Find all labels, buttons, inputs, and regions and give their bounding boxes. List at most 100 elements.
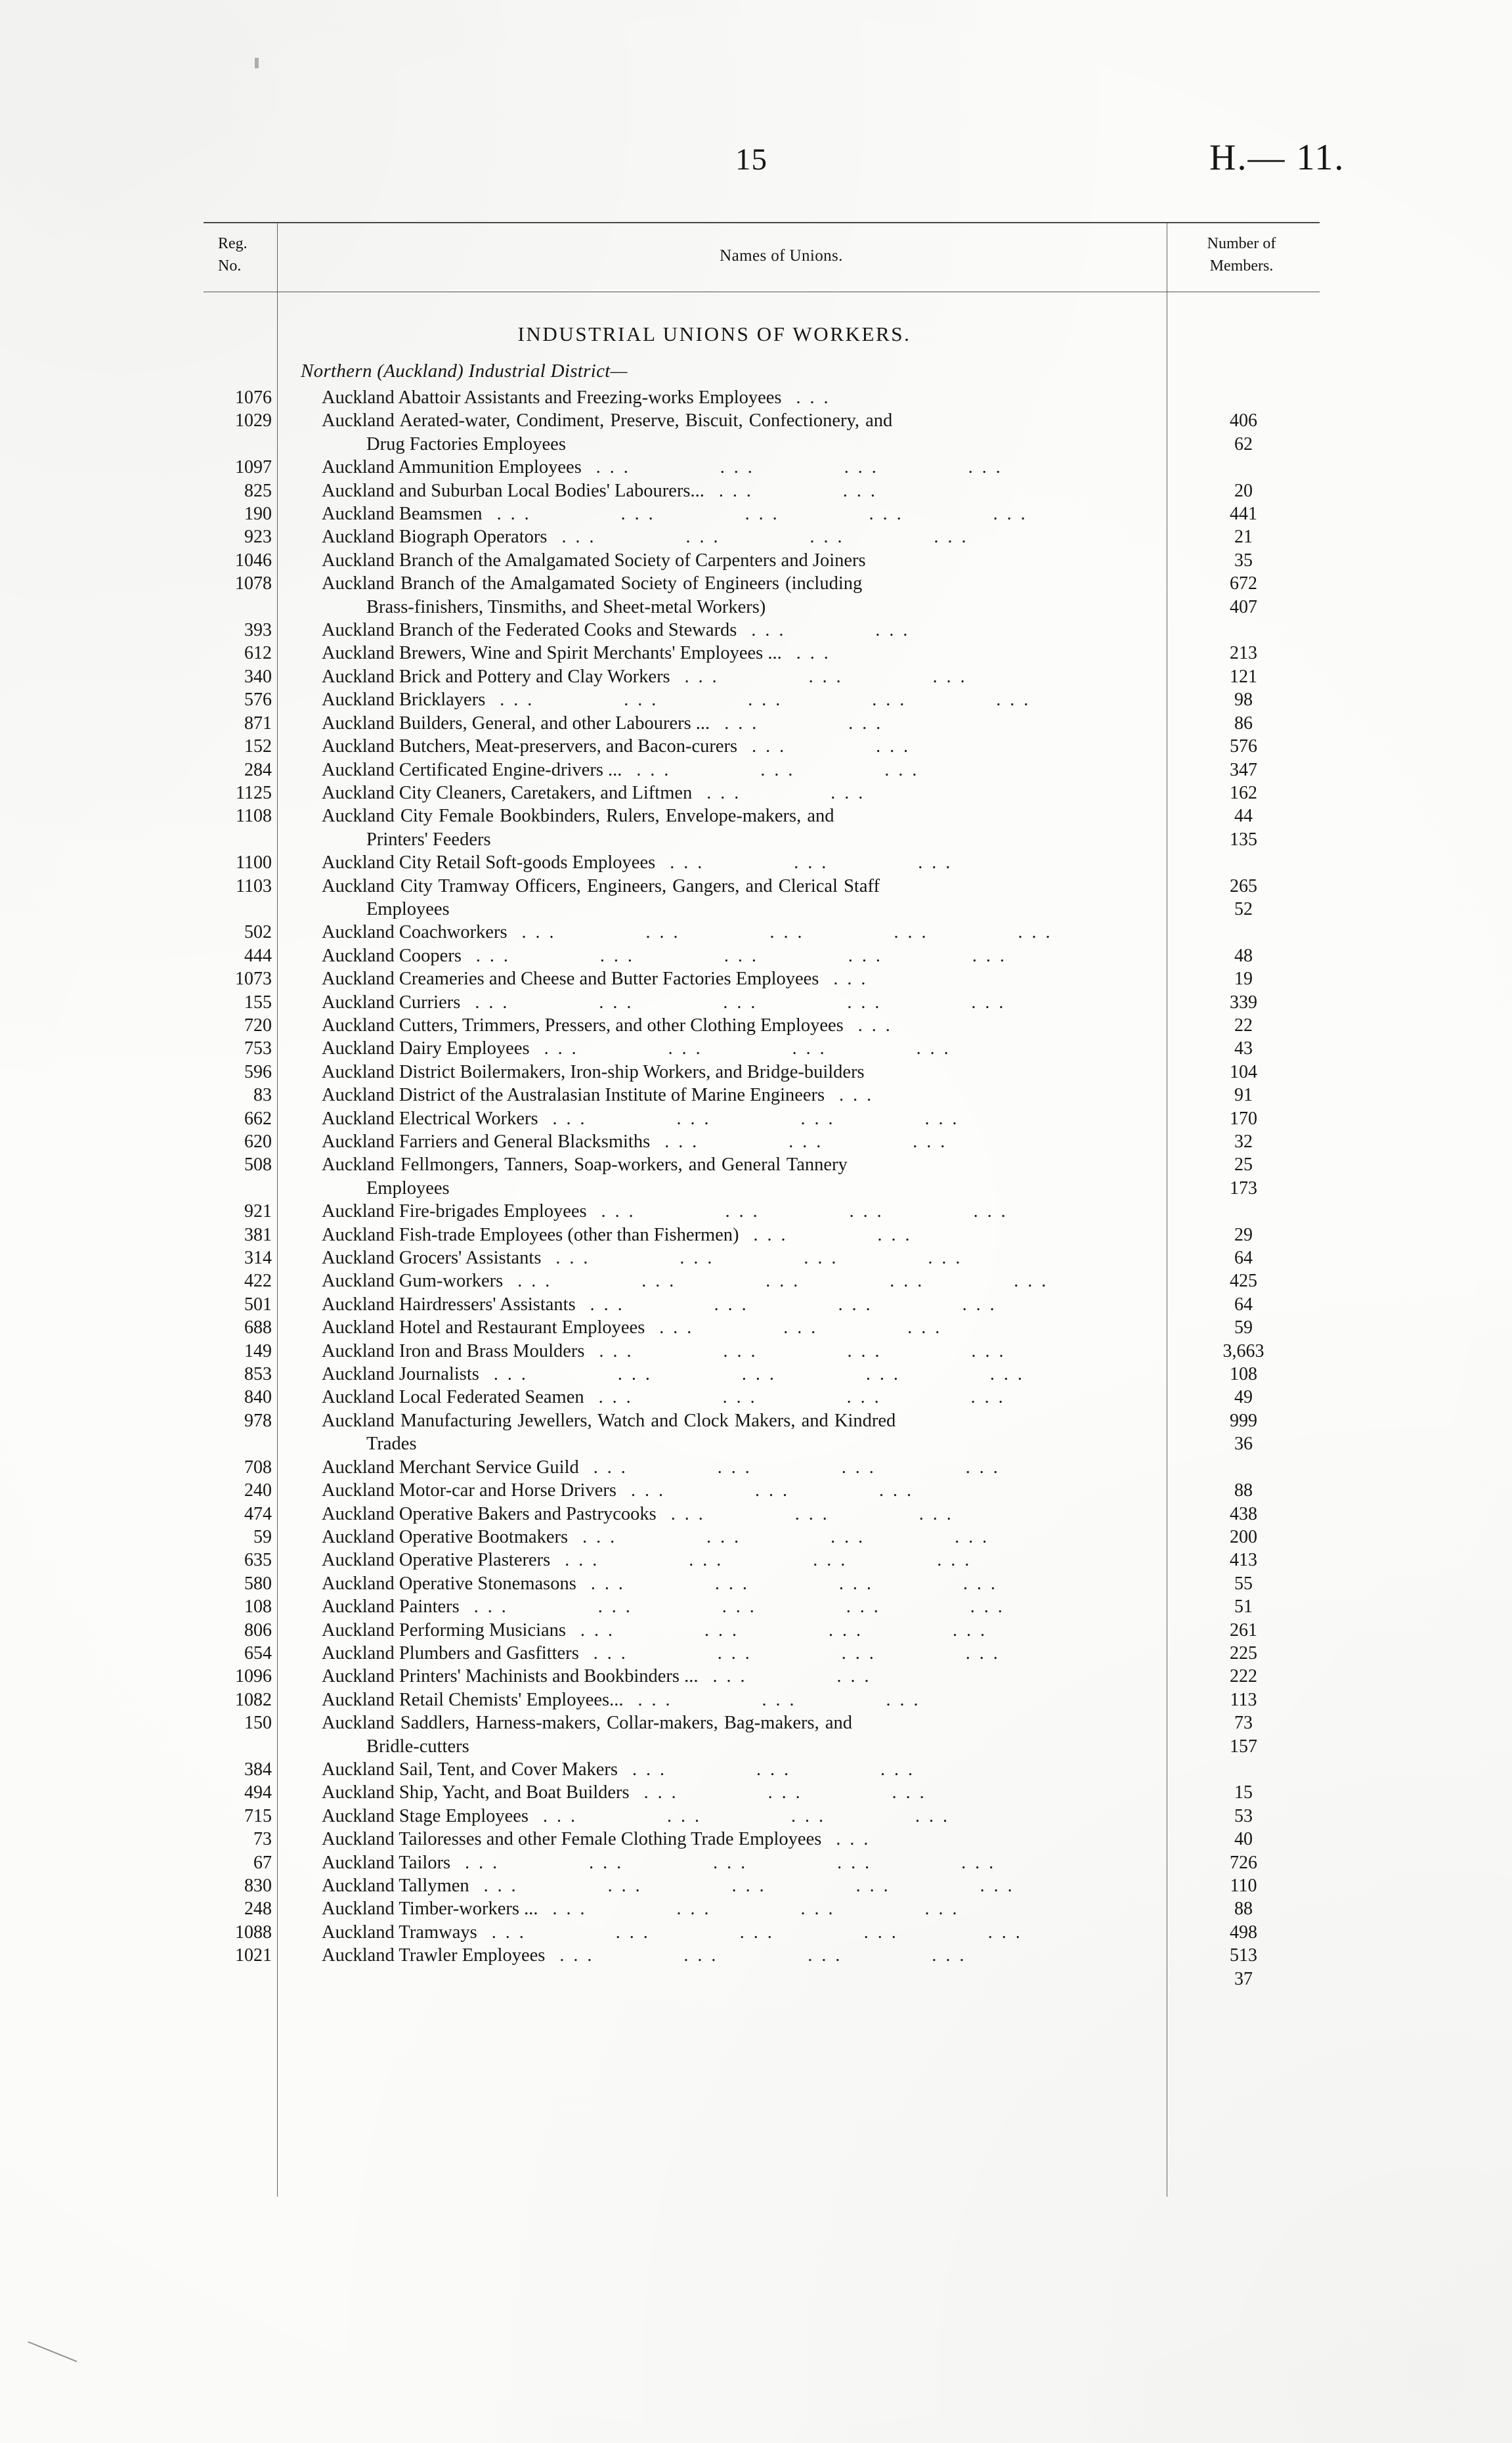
row-member-count: 86 [1234, 713, 1253, 734]
leader-dots: ... ... ... ... [598, 1387, 1012, 1408]
table-row: 155 Auckland Curriers ... ... ... ... ... 2… [204, 991, 1320, 1036]
row-union-name-text: Auckland Operative Bootmakers [322, 1526, 569, 1547]
row-union-name-text: Auckland Branch of the Amalgamated Socie… [322, 573, 863, 594]
row-union-name-text: Auckland Bricklayers [322, 690, 486, 711]
row-union-name: Auckland Electrical Workers ... ... ... .… [322, 1107, 1154, 1130]
row-union-name: Auckland Manufacturing Jewellers, Watch … [322, 1409, 1154, 1432]
row-union-name: Auckland Gum-workers ... ... ... ... ... [322, 1269, 1154, 1292]
table-row: 314 Auckland Grocers' Assistants... ... .… [204, 1246, 1320, 1291]
leader-dots: ... ... ... [664, 1132, 955, 1152]
leader-dots: ... ... ... ... [595, 457, 1010, 478]
row-member-count: 406 [1230, 410, 1257, 431]
row-union-name: Auckland Biograph Operators ... ... ... .… [322, 525, 1154, 548]
table-row: 576 Auckland Bricklayers ... ... ... ... .… [204, 688, 1320, 733]
row-reg-no: 753 [244, 1038, 272, 1059]
table-row: 284 Auckland Certificated Engine-drivers … [204, 759, 1320, 803]
row-member-count: 64 [1234, 1294, 1253, 1315]
table-row: 83 Auckland District of the Australasian … [204, 1084, 1320, 1128]
row-union-name: Auckland Timber-workers ... ... ... ... .… [322, 1897, 1154, 1920]
row-reg-no: 393 [244, 620, 272, 641]
scan-speck [255, 58, 259, 68]
column-header-names: Names of Unions. [720, 247, 843, 265]
row-union-name-continued: Printers' Feeders [366, 829, 491, 850]
leader-dots: ... ... ... ... ... [475, 992, 1013, 1013]
leader-dots: ... ... ... ... [582, 1526, 997, 1547]
row-union-name: Auckland Fire-brigades Employees ... ... … [322, 1200, 1154, 1223]
row-union-name-text: Auckland Gum-workers [322, 1271, 504, 1292]
row-union-name: Auckland Cutters, Trimmers, Pressers, an… [322, 1014, 1154, 1037]
table-row: 501 Auckland Hairdressers' Assistants ... … [204, 1293, 1320, 1338]
table-header-row: Reg. No. Names of Unions. Number of Memb… [204, 223, 1320, 292]
leader-dots: ... ... ... [670, 1503, 961, 1524]
row-reg-no: 612 [244, 643, 272, 664]
row-union-name-text: Auckland Painters [322, 1596, 460, 1618]
row-union-name: Auckland Tramways ... ... ... ... ... [322, 1921, 1154, 1944]
row-member-count: 576 [1230, 736, 1257, 757]
leader-dots: ... [836, 1829, 878, 1850]
leader-dots: ... ... ... [637, 1689, 928, 1710]
row-union-name-text: Auckland Trawler Employees [322, 1945, 546, 1966]
row-union-name-text: Auckland Motor-car and Horse Drivers [322, 1480, 616, 1501]
row-member-count: 88 [1234, 1480, 1253, 1501]
page-number: 15 [735, 143, 767, 177]
row-union-name-text: Auckland Printers' Machinists and Bookbi… [322, 1666, 699, 1687]
row-member-count: 59 [1234, 1317, 1253, 1338]
row-reg-no: 576 [244, 690, 272, 711]
table-row: 1082 Auckland Retail Chemists' Employees.… [204, 1688, 1320, 1733]
row-reg-no: 155 [244, 992, 272, 1013]
row-member-count: 15 [1234, 1782, 1253, 1803]
row-member-count: 91 [1234, 1085, 1253, 1106]
row-member-count: 261 [1230, 1619, 1257, 1640]
leader-dots: ... ... ... ... [552, 1108, 966, 1129]
row-reg-no: 73 [253, 1829, 272, 1850]
row-union-name: Auckland District of the Australasian In… [322, 1084, 1154, 1107]
row-reg-no: 152 [244, 736, 272, 757]
table-row: 1078 Auckland Branch of the Amalgamated S… [204, 572, 1320, 617]
leader-dots: ... [833, 969, 875, 990]
row-member-count: 104 [1230, 1061, 1257, 1082]
row-union-name: Auckland Operative Stonemasons ... ... ..… [322, 1572, 1154, 1595]
row-union-name-text: Auckland Stage Employees [322, 1805, 529, 1826]
table-row: 1108 Auckland City Female Bookbinders, Ru… [204, 804, 1320, 849]
row-member-count: 108 [1230, 1364, 1257, 1385]
row-member-count: 37 [1234, 1968, 1253, 1989]
leader-dots: ... ... ... [684, 666, 974, 687]
row-union-name: Auckland Beamsmen ... ... ... ... ... [322, 502, 1154, 525]
row-union-name: Auckland and Suburban Local Bodies' Labo… [322, 479, 1154, 502]
row-union-name-continued: Brass-finishers, Tinsmiths, and Sheet-me… [366, 596, 766, 617]
leader-dots: ... ... [751, 620, 917, 641]
row-reg-no: 149 [244, 1340, 272, 1361]
row-union-name-text: Auckland Ammunition Employees [322, 457, 582, 478]
leader-dots: ... ... ... ... ... [473, 1596, 1012, 1618]
column-divider-left [277, 223, 278, 292]
table-row: 825 Auckland and Suburban Local Bodies' L… [204, 479, 1320, 524]
row-union-name: Auckland Hotel and Restaurant Employees.… [322, 1316, 1154, 1339]
leader-dots: ... ... ... ... [543, 1805, 957, 1826]
row-union-name: Auckland Tailors ... ... ... ... ... [322, 1851, 1154, 1874]
row-union-name: Auckland Sail, Tent, and Cover Makers...… [322, 1758, 1154, 1781]
leader-dots: ... ... ... [670, 852, 960, 873]
row-member-count: 222 [1230, 1666, 1257, 1687]
leader-dots: ... ... ... ... ... [517, 1271, 1056, 1292]
row-reg-no: 825 [244, 480, 272, 501]
row-member-count: 157 [1230, 1736, 1257, 1757]
row-reg-no: 494 [244, 1782, 272, 1803]
row-union-name-text: Auckland Builders, General, and other La… [322, 713, 710, 734]
row-member-count: 53 [1234, 1805, 1253, 1826]
row-union-name-text: Auckland Sail, Tent, and Cover Makers [322, 1759, 618, 1780]
row-member-count: 438 [1230, 1503, 1257, 1524]
row-union-name: Auckland Tailoresses and other Female Cl… [322, 1828, 1154, 1851]
row-union-name: Auckland Stage Employees ... ... ... ... [322, 1805, 1154, 1828]
row-member-count: 40 [1234, 1829, 1253, 1850]
table-row-continuation: Employees [204, 1177, 1320, 1200]
table-row: 340 Auckland Brick and Pottery and Clay W… [204, 665, 1320, 710]
table-row: 978 Auckland Manufacturing Jewellers, Wat… [204, 1409, 1320, 1454]
table-row: 921 Auckland Fire-brigades Employees ... .… [204, 1200, 1320, 1244]
row-union-name-text: Auckland Manufacturing Jewellers, Watch … [322, 1410, 896, 1431]
row-reg-no: 1108 [236, 806, 272, 827]
row-union-name: Auckland Operative Bakers and Pastrycook… [322, 1503, 1154, 1526]
row-union-name: Auckland Aerated-water, Condiment, Prese… [322, 409, 1154, 432]
row-union-name: Auckland Performing Musicians ... ... ...… [322, 1619, 1154, 1642]
leader-dots: ... ... ... ... ... [491, 1922, 1029, 1943]
row-reg-no: 314 [244, 1248, 272, 1269]
